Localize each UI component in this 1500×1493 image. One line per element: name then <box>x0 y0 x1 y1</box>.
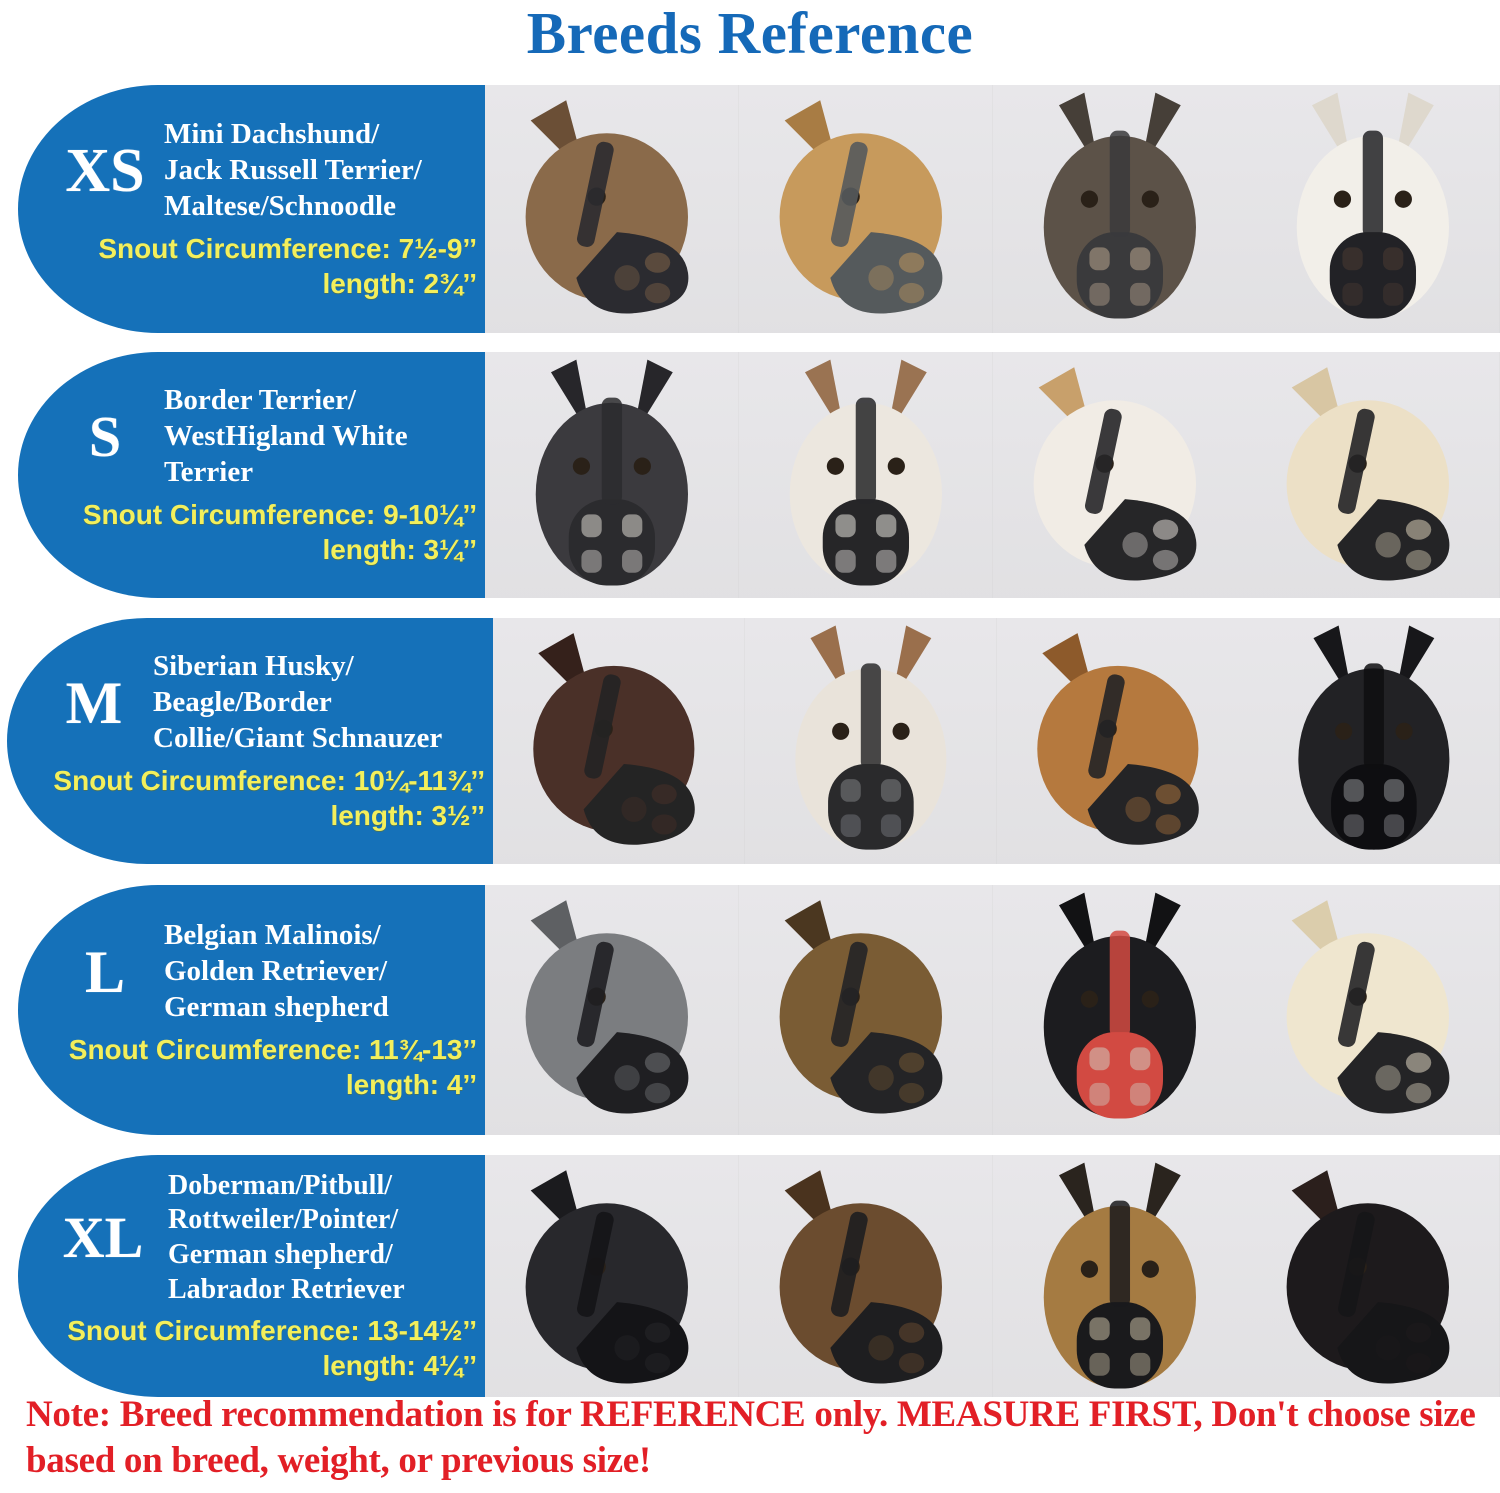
size-pill-s: S Border Terrier/WestHigland White Terrier… <box>18 352 485 598</box>
breed-line: Maltese/Schnoodle <box>164 189 396 222</box>
size-row-s: S Border Terrier/WestHigland White Terrier… <box>0 352 1500 598</box>
breed-line: Border Terrier/ <box>164 384 356 417</box>
size-rows: XS Mini Dachshund/Jack Russell Terrier/Ma… <box>0 85 1500 1397</box>
dog-photo <box>738 885 993 1135</box>
size-letter: XS <box>65 136 145 205</box>
muzzle-length: length: 3¼’’ <box>322 533 477 565</box>
breed-list: Mini Dachshund/Jack Russell Terrier/Malt… <box>164 117 485 225</box>
size-pill-l: L Belgian Malinois/Golden Retriever/Germa… <box>18 885 485 1135</box>
size-letter: M <box>65 669 123 736</box>
dog-photo <box>493 618 745 864</box>
size-letter: S <box>88 403 122 469</box>
dog-photo <box>996 618 1249 864</box>
dog-photo <box>485 352 739 598</box>
breed-line: Siberian Husky/ <box>153 650 354 683</box>
dog-photo <box>1248 618 1500 864</box>
measurement-block: Snout Circumference: 7½-9’’ length: 2¾’’ <box>46 231 485 301</box>
snout-circumference: Snout Circumference: 11¾-13’’ <box>68 1033 477 1065</box>
dog-photo <box>485 85 739 333</box>
dog-photo <box>738 85 993 333</box>
dog-photo <box>1246 85 1500 333</box>
snout-circumference: Snout Circumference: 13-14½’’ <box>67 1315 477 1347</box>
page-title: Breeds Reference <box>526 0 974 66</box>
size-row-l: L Belgian Malinois/Golden Retriever/Germa… <box>0 885 1500 1135</box>
snout-circumference: Snout Circumference: 7½-9’’ <box>98 232 477 264</box>
size-pill-m: M Siberian Husky/Beagle/Border Collie/Gian… <box>7 618 493 864</box>
breed-line: Terrier <box>164 455 254 488</box>
breed-line: Rottweiler/Pointer/ <box>168 1204 399 1236</box>
measurement-block: Snout Circumference: 13-14½’’ length: 4¼’… <box>38 1313 485 1383</box>
muzzle-length: length: 3½’’ <box>330 799 485 831</box>
breed-list: Siberian Husky/Beagle/Border Collie/Giant… <box>153 649 493 757</box>
breed-line: Doberman/Pitbull/ <box>168 1169 393 1201</box>
breed-line: Beagle/Border <box>153 686 332 719</box>
breed-line: Labrador Retriever <box>168 1273 405 1305</box>
breed-line: WestHigland White <box>164 420 408 453</box>
dog-photo <box>1246 885 1500 1135</box>
breed-list: Border Terrier/WestHigland White Terrier <box>164 383 485 491</box>
measurement-block: Snout Circumference: 11¾-13’’ length: 4’’ <box>46 1032 485 1102</box>
photo-strip-s <box>485 352 1500 598</box>
size-row-xl: XL Doberman/Pitbull/Rottweiler/Pointer/Ge… <box>0 1155 1500 1397</box>
breed-list: Doberman/Pitbull/Rottweiler/Pointer/Germ… <box>168 1169 485 1308</box>
dog-photo <box>992 85 1247 333</box>
photo-strip-xs <box>485 85 1500 333</box>
dog-photo <box>744 618 997 864</box>
dog-photo <box>1246 1155 1500 1397</box>
breed-line: Golden Retriever/ <box>164 955 388 988</box>
breed-line: Mini Dachshund/ <box>164 118 380 151</box>
breed-line: Collie/Giant Schnauzer <box>153 721 443 754</box>
breed-line: German shepherd <box>164 990 389 1023</box>
photo-strip-m <box>493 618 1500 864</box>
photo-strip-l <box>485 885 1500 1135</box>
dog-photo <box>738 1155 993 1397</box>
muzzle-length: length: 4¼’’ <box>322 1350 477 1382</box>
size-letter: XL <box>62 1205 144 1270</box>
breed-line: German shepherd/ <box>168 1239 393 1270</box>
size-row-m: M Siberian Husky/Beagle/Border Collie/Gian… <box>0 618 1500 864</box>
muzzle-length: length: 4’’ <box>345 1068 477 1100</box>
dog-photo <box>992 885 1247 1135</box>
reference-note: Note: Breed recommendation is for REFERE… <box>26 1393 1476 1482</box>
dog-photo <box>485 1155 739 1397</box>
measurement-block: Snout Circumference: 10¼-11¾’’ length: 3½… <box>35 763 493 833</box>
breed-line: Jack Russell Terrier/ <box>164 154 422 187</box>
dog-photo <box>992 352 1247 598</box>
dog-photo <box>485 885 739 1135</box>
breed-list: Belgian Malinois/Golden Retriever/German… <box>164 918 485 1026</box>
dog-photo <box>992 1155 1247 1397</box>
dog-photo <box>738 352 993 598</box>
measurement-block: Snout Circumference: 9-10¼’’ length: 3¼’’ <box>46 497 485 567</box>
size-letter: L <box>84 938 126 1005</box>
breed-line: Belgian Malinois/ <box>164 919 381 952</box>
photo-strip-xl <box>485 1155 1500 1397</box>
size-row-xs: XS Mini Dachshund/Jack Russell Terrier/Ma… <box>0 85 1500 333</box>
size-pill-xs: XS Mini Dachshund/Jack Russell Terrier/Ma… <box>18 85 485 333</box>
dog-photo <box>1246 352 1500 598</box>
snout-circumference: Snout Circumference: 9-10¼’’ <box>82 498 477 530</box>
size-pill-xl: XL Doberman/Pitbull/Rottweiler/Pointer/Ge… <box>18 1155 485 1397</box>
snout-circumference: Snout Circumference: 10¼-11¾’’ <box>53 764 485 796</box>
muzzle-length: length: 2¾’’ <box>322 267 477 299</box>
